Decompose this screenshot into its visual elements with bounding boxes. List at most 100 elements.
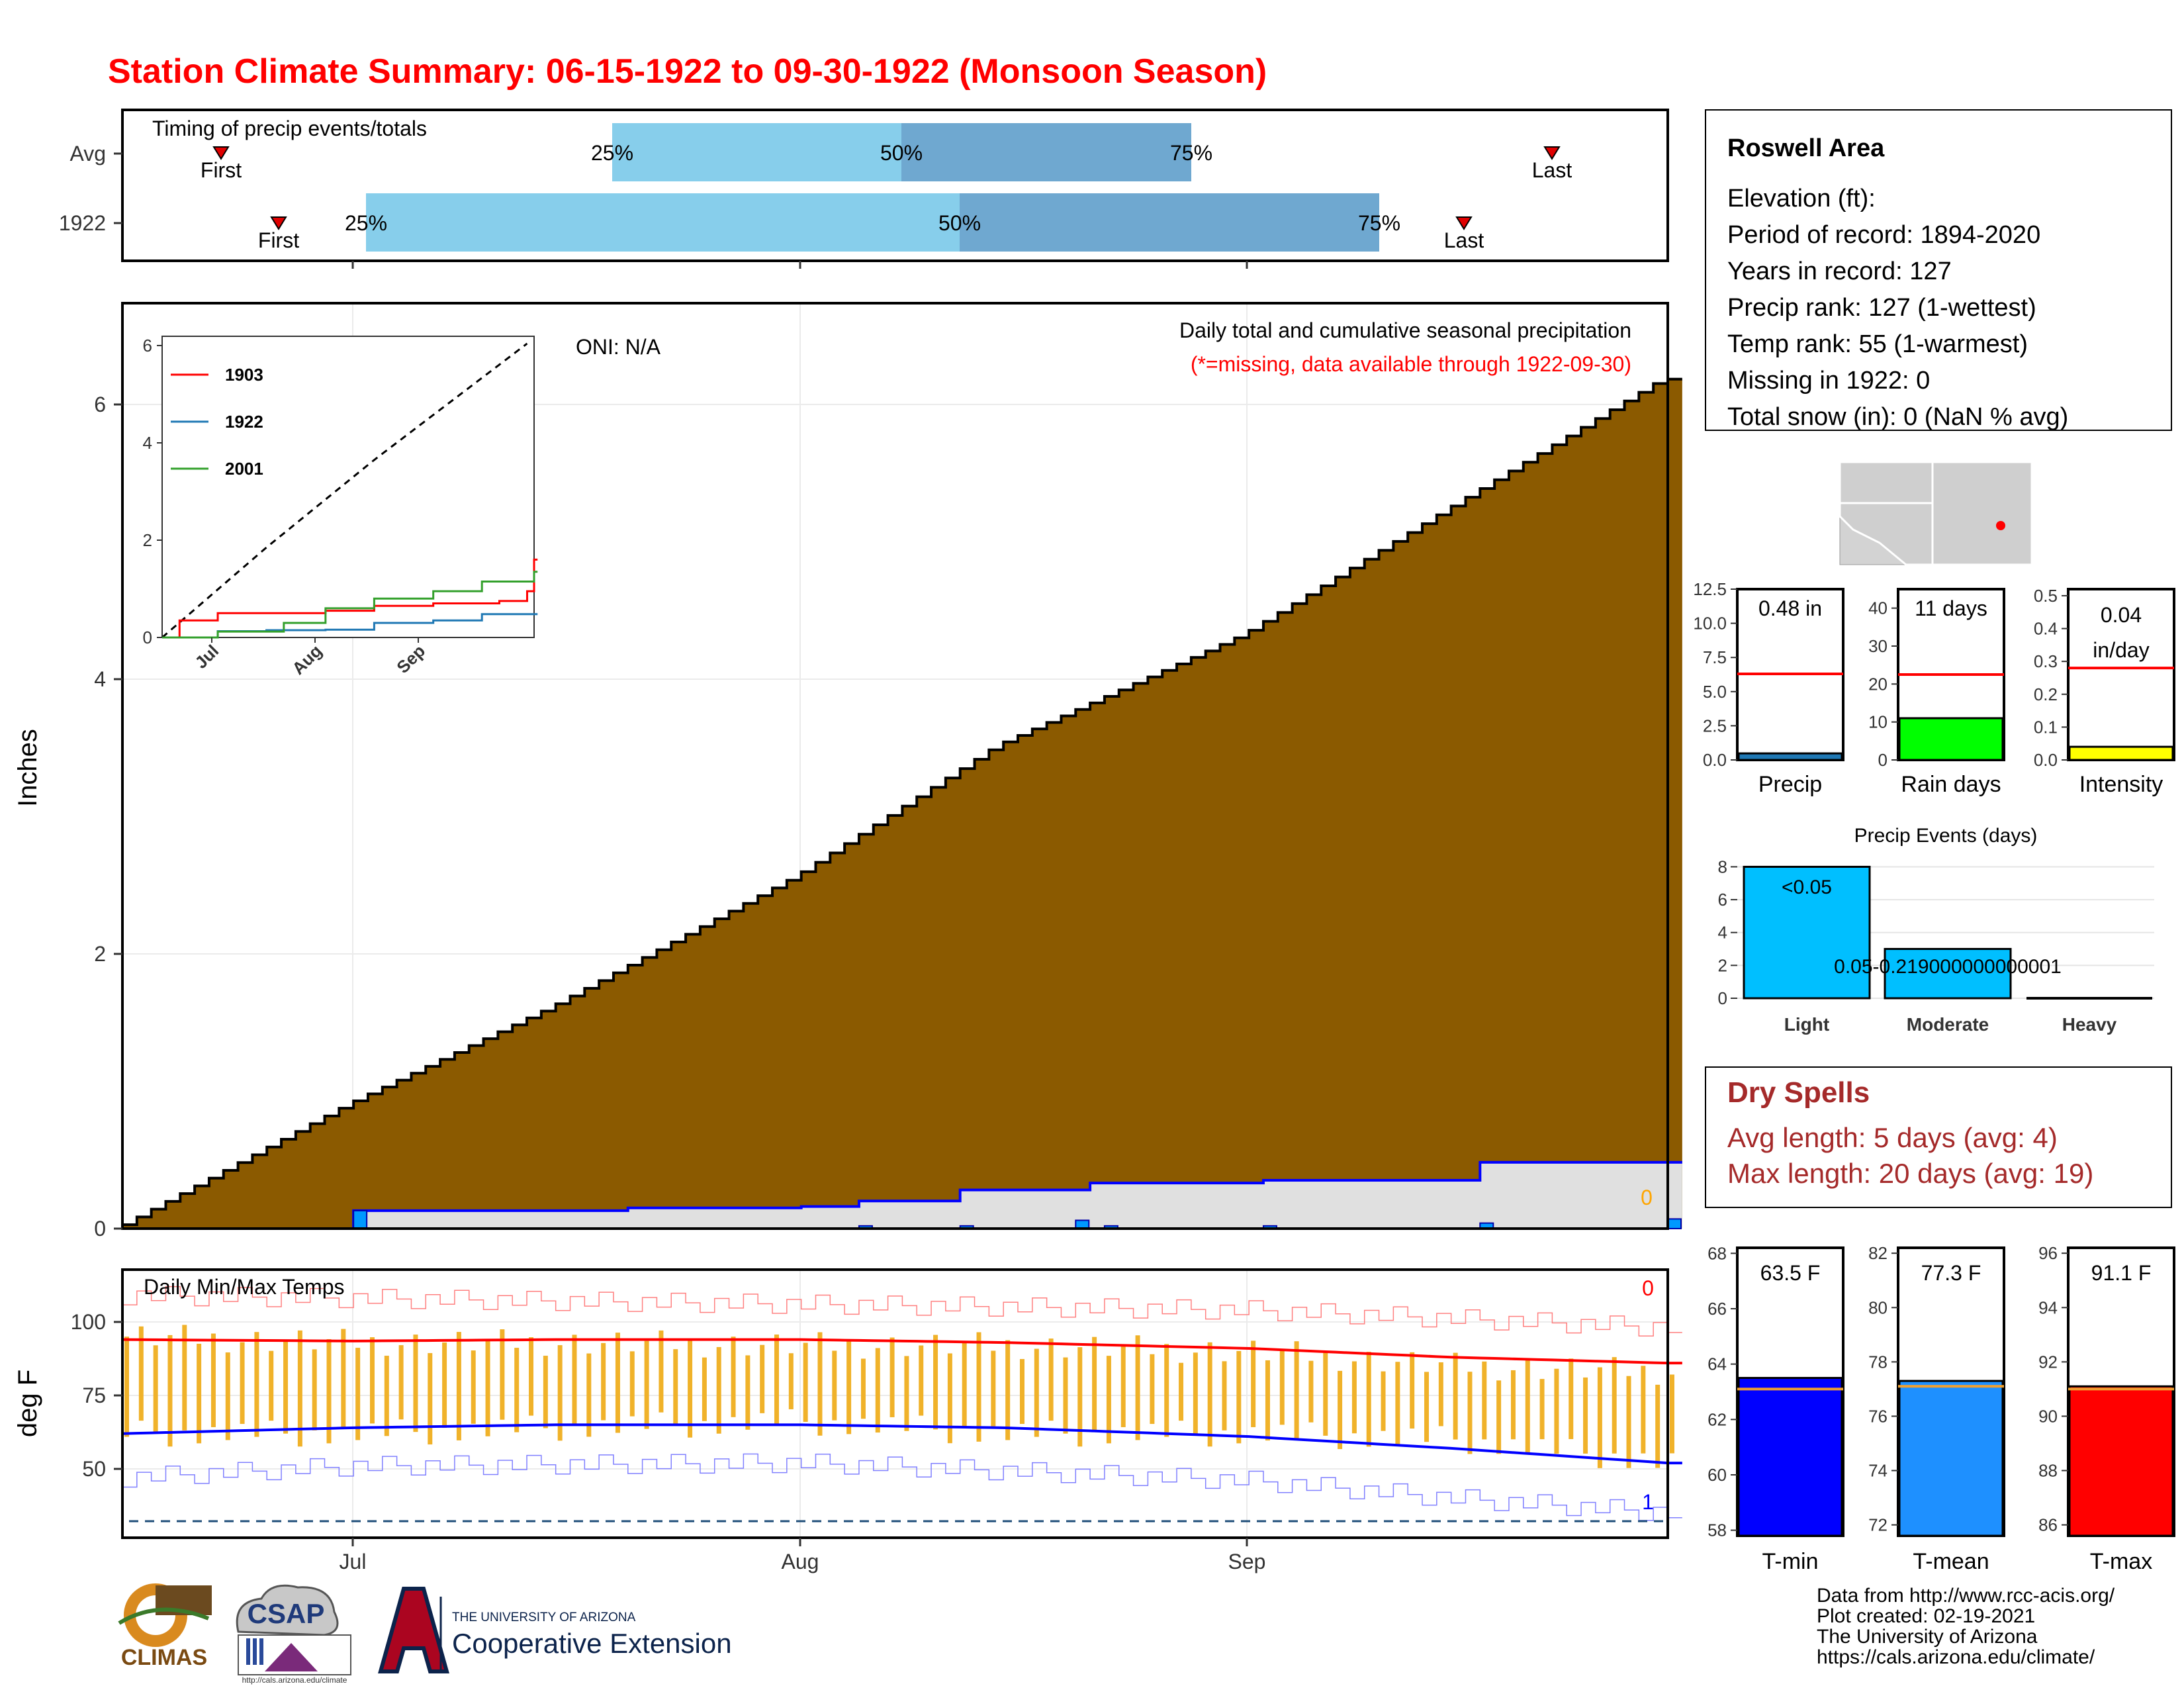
daily-temp-bar [355, 1348, 361, 1440]
1922-last-label: Last [1444, 228, 1484, 252]
mini-intensity-tick-label: 0.1 [2034, 717, 2058, 737]
mini-precip-tick-label: 5.0 [1703, 682, 1727, 702]
mini-intensity-bar [2068, 745, 2174, 761]
daily-temp-bar [514, 1348, 520, 1432]
daily-temp-bar [1641, 1366, 1646, 1454]
mini-intensity-value-2: in/day [2093, 638, 2149, 662]
station-location-dot [1996, 521, 2005, 530]
tbar-tmin-name: T-min [1762, 1549, 1819, 1574]
events-label-moderate: 0.05-0.219000000000001 [1834, 956, 2062, 978]
inset-line-2001 [162, 571, 538, 639]
daily-temp-bar [529, 1337, 534, 1416]
daily-temp-bar [153, 1345, 158, 1434]
avg-first-label: First [201, 158, 242, 182]
daily-temp-bar [1019, 1359, 1024, 1425]
events-cat-moderate: Moderate [1907, 1014, 1989, 1035]
inset-legend-1922: 1922 [225, 412, 263, 432]
daily-temp-bar [1338, 1370, 1343, 1450]
mini-precip-name: Precip [1758, 772, 1822, 797]
daily-temp-bar [1424, 1372, 1430, 1442]
daily-temp-bar [1092, 1336, 1097, 1430]
mini-raindays-tick-label: 30 [1868, 636, 1888, 656]
daily-precip-bar [353, 1209, 368, 1230]
inset-ytick-2: 2 [143, 530, 152, 550]
daily-temp-bar [933, 1335, 938, 1430]
tbar-tmax-name: T-max [2090, 1549, 2152, 1574]
tbar-tmean-tick-label: 72 [1868, 1515, 1888, 1535]
avg-q75-label: 75% [1170, 141, 1212, 165]
daily-temp-bar [1626, 1376, 1631, 1468]
daily-temp-bar [904, 1356, 909, 1431]
record-max-line [122, 1286, 1682, 1336]
daily-temp-bar [702, 1357, 707, 1421]
temp-ytick-75: 75 [82, 1383, 106, 1407]
avg-last-marker [1543, 146, 1561, 160]
daily-temp-bar [1453, 1352, 1458, 1440]
daily-temp-bar [1077, 1347, 1083, 1447]
climas-logo: CLIMAS [118, 1583, 212, 1670]
avg-cumulative-step [122, 377, 1682, 1227]
daily-temp-bar [1323, 1351, 1328, 1436]
tbar-tmin-tick-label: 60 [1707, 1465, 1727, 1485]
daily-temp-bar [124, 1336, 129, 1437]
mini-raindays-tick-label: 0 [1878, 750, 1888, 770]
avg-last-label: Last [1532, 158, 1572, 182]
dry-spells-title: Dry Spells [1727, 1076, 1870, 1109]
daily-temp-bar [889, 1337, 895, 1417]
temp-panel: Daily Min/Max Temps 0 1 50 75 100 deg F … [13, 1268, 1682, 1573]
footer-line-3: https://cals.arizona.edu/climate/ [1817, 1646, 2095, 1668]
avg-cumulative-area [122, 379, 1682, 1229]
events-cat-heavy: Heavy [2062, 1014, 2117, 1035]
tbar-tmax-tick-label: 96 [2038, 1243, 2058, 1263]
daily-temp-bar [471, 1350, 476, 1424]
temp-max-missing: 0 [1642, 1276, 1654, 1300]
daily-temp-bar [745, 1355, 751, 1430]
tbar-tmean-tick-label: 82 [1868, 1243, 1888, 1263]
daily-temp-bar [1005, 1340, 1011, 1440]
footer-line-2: The University of Arizona [1817, 1626, 2038, 1648]
daily-temp-bar [297, 1330, 302, 1447]
daily-temp-bar [673, 1349, 678, 1425]
daily-temp-bar [167, 1335, 173, 1447]
precip-ytick-4: 4 [94, 667, 106, 691]
daily-temp-bar [1482, 1361, 1487, 1440]
temp-ylabel: deg F [13, 1370, 42, 1437]
station-name: Roswell Area [1727, 134, 1885, 162]
tbar-tmin-bar [1737, 1377, 1843, 1537]
avg-q25-label: 25% [591, 141, 633, 165]
daily-temp-bar [846, 1340, 852, 1434]
daily-temp-bar [774, 1335, 780, 1426]
footer-line-0: Data from http://www.rcc-acis.org/ [1817, 1585, 2115, 1607]
avg-q50-label: 50% [880, 141, 923, 165]
daily-temp-bar [788, 1353, 794, 1409]
avg-max-line [122, 1338, 1682, 1365]
events-title: Precip Events (days) [1854, 825, 2038, 847]
timing-row-avg-label: Avg [69, 142, 106, 165]
1922-cumulative-line [122, 1160, 1682, 1230]
tbar-tmin-tick-label: 62 [1707, 1409, 1727, 1429]
location-map [1839, 461, 2033, 566]
events-bar-light [1743, 865, 1871, 1000]
tbar-tmean-bar [1898, 1380, 2004, 1537]
daily-temp-bar [1236, 1350, 1242, 1444]
events-tick-label: 0 [1718, 988, 1727, 1008]
daily-temp-bar [398, 1345, 404, 1420]
daily-temp-bar [1106, 1356, 1111, 1444]
mini-intensity-name: Intensity [2079, 772, 2163, 797]
avg-q50-q75-bar [901, 123, 1191, 181]
mini-raindays-tick-label: 40 [1868, 598, 1888, 618]
mini-intensity-tick-label: 0.4 [2034, 619, 2058, 639]
1922-q25-label: 25% [345, 211, 387, 235]
mini-precip-value: 0.48 in [1758, 596, 1822, 620]
mini-precip-tick-label: 12.5 [1693, 579, 1727, 599]
precip-panel: 0 2 4 6 Inches ONI: N/A Daily total and … [13, 302, 1682, 1241]
inset-legend-1903: 1903 [225, 365, 263, 385]
tbar-tmax-bar [2068, 1385, 2174, 1537]
daily-temp-bar [615, 1333, 620, 1433]
inset-avg-line [161, 342, 528, 639]
daily-temp-bar [572, 1335, 577, 1425]
station-line-2: Years in record: 127 [1727, 258, 1952, 285]
page-title: Station Climate Summary: 06-15-1922 to 0… [108, 52, 1267, 91]
events-bar-moderate [1884, 948, 2012, 1000]
mini-raindays-bar [1898, 717, 2004, 761]
